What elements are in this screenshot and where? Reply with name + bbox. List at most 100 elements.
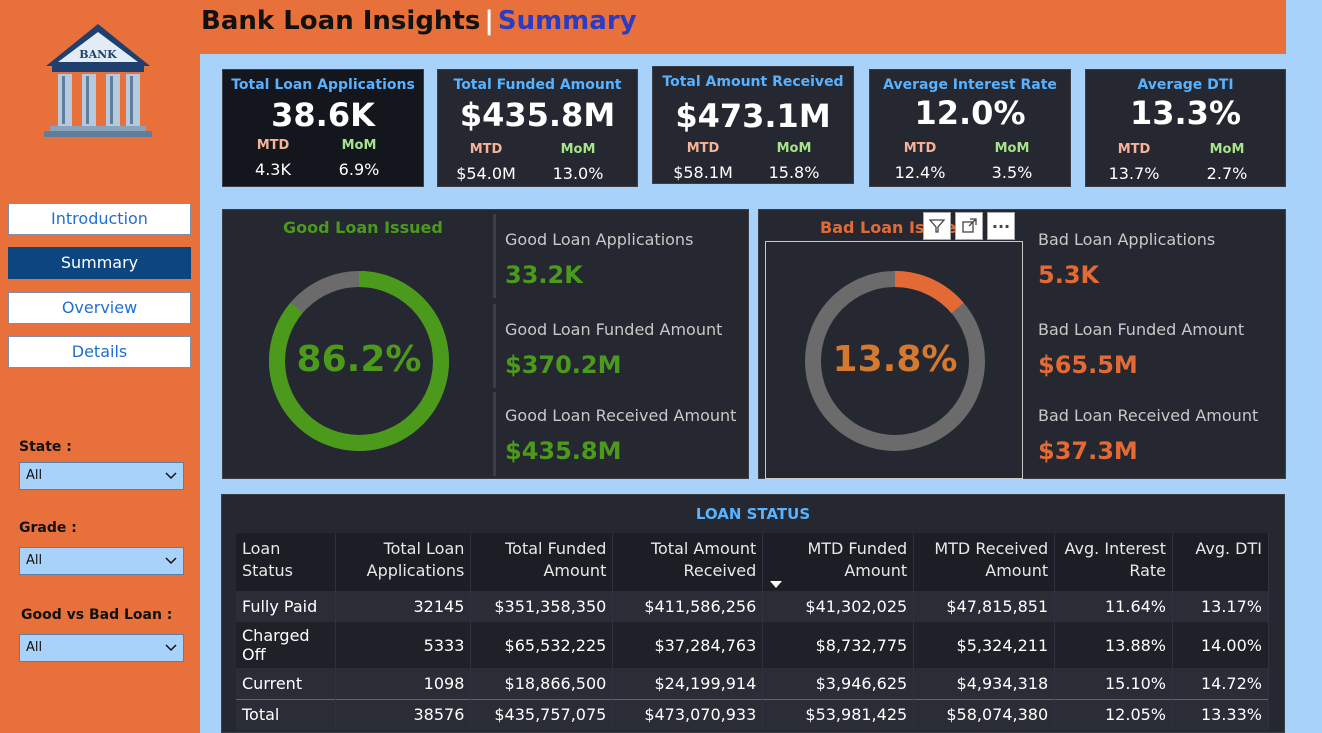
bank-logo-icon: BANK	[44, 24, 152, 137]
title-separator: |	[484, 6, 494, 36]
focus-mode-icon[interactable]	[955, 212, 983, 240]
column-header-total-loan-applications[interactable]: Total Loan Applications	[335, 533, 472, 591]
kpi-mtd-label: MTD	[686, 141, 720, 156]
metric-value: 5.3K	[1038, 261, 1100, 289]
kpi-value: 13.3%	[1129, 94, 1241, 132]
kpi-mtd-value: 4.3K	[255, 160, 291, 179]
table-row[interactable]: Charged Off 5333 $65,532,225 $37,284,763 $8,…	[236, 622, 1269, 668]
good-bad-filter-select[interactable]: All	[19, 634, 184, 662]
good-bad-filter-value: All	[26, 640, 43, 655]
bad-loan-percent: 13.8%	[832, 339, 958, 380]
column-header-loan-status[interactable]: Loan Status	[236, 533, 337, 591]
kpi-mtd-label: MTD	[256, 138, 290, 153]
metric-label: Good Loan Received Amount	[505, 406, 737, 425]
metric-value: $435.8M	[505, 437, 622, 465]
kpi-mtd-value: $58.1M	[673, 163, 733, 182]
kpi-average-dti[interactable]: Average DTI 13.3% MTD MoM 13.7% 2.7%	[1085, 69, 1286, 187]
good-loan-applications: Good Loan Applications 33.2K	[493, 214, 693, 298]
good-loan-title: Good Loan Issued	[283, 218, 443, 237]
loan-status-table: Loan Status Total Loan Applications Total…	[236, 533, 1269, 730]
kpi-title: Total Loan Applications	[231, 77, 415, 93]
metric-label: Good Loan Applications	[505, 230, 694, 249]
chevron-down-icon	[165, 644, 177, 652]
sidebar-edge	[197, 54, 200, 733]
right-edge	[1286, 0, 1322, 733]
nav-introduction[interactable]: Introduction	[8, 203, 191, 235]
table-header-row: Loan Status Total Loan Applications Total…	[236, 533, 1269, 591]
kpi-mom-label: MoM	[994, 141, 1030, 156]
metric-value: $370.2M	[505, 351, 622, 379]
column-header-avg-dti[interactable]: Avg. DTI	[1172, 533, 1269, 591]
nav-details[interactable]: Details	[8, 336, 191, 368]
kpi-mtd-label: MTD	[1117, 142, 1151, 157]
title-page: Summary	[497, 6, 637, 36]
column-header-mtd-funded-amount[interactable]: MTD Funded Amount	[762, 533, 915, 591]
bad-loan-panel[interactable]: Bad Loan Issued 13.8% Bad Loan Applicati…	[758, 209, 1286, 479]
column-header-total-funded-amount[interactable]: Total Funded Amount	[470, 533, 614, 591]
selected-visual-outline	[765, 241, 1023, 479]
kpi-mom-value: 6.9%	[338, 160, 380, 179]
title-main: Bank Loan Insights	[201, 6, 481, 36]
kpi-value: $435.8M	[459, 96, 616, 134]
kpi-mtd-value: 13.7%	[1108, 164, 1160, 183]
kpi-title: Average DTI	[1137, 77, 1234, 93]
loan-status-title: LOAN STATUS	[695, 505, 811, 523]
page-title: Bank Loan Insights | Summary	[201, 6, 637, 36]
metric-value: 33.2K	[505, 261, 583, 289]
kpi-mtd-value: $54.0M	[456, 164, 516, 183]
metric-label: Bad Loan Applications	[1038, 230, 1216, 249]
kpi-value: $473.1M	[675, 97, 831, 135]
good-loan-received-amount: Good Loan Received Amount $435.8M	[493, 392, 736, 476]
kpi-value: 38.6K	[271, 96, 375, 134]
table-row[interactable]: Current 1098 $18,866,500 $24,199,914 $3,946,…	[236, 668, 1269, 699]
kpi-average-interest-rate[interactable]: Average Interest Rate 12.0% MTD MoM 12.4…	[869, 69, 1071, 187]
state-filter-select[interactable]: All	[19, 462, 184, 490]
metric-value: $37.3M	[1038, 437, 1138, 465]
kpi-mom-label: MoM	[1209, 142, 1245, 157]
table-row[interactable]: Fully Paid 32145 $351,358,350 $411,586,256 $…	[236, 591, 1269, 622]
chevron-down-icon	[165, 472, 177, 480]
nav-summary[interactable]: Summary	[8, 247, 191, 279]
good-loan-percent: 86.2%	[296, 339, 422, 380]
metric-label: Good Loan Funded Amount	[505, 320, 723, 339]
chevron-down-icon	[165, 557, 177, 565]
kpi-title: Total Funded Amount	[453, 77, 622, 93]
filter-icon[interactable]	[923, 212, 951, 240]
header-bar: Bank Loan Insights | Summary	[197, 0, 1286, 54]
good-bad-filter-label: Good vs Bad Loan :	[21, 607, 173, 623]
state-filter-label: State :	[19, 439, 72, 455]
column-header-avg-interest-rate[interactable]: Avg. Interest Rate	[1054, 533, 1174, 591]
grade-filter-select[interactable]: All	[19, 547, 184, 575]
bad-loan-funded-amount: Bad Loan Funded Amount $65.5M	[1029, 304, 1244, 388]
grade-filter-label: Grade :	[19, 520, 77, 536]
metric-value: $65.5M	[1038, 351, 1138, 379]
sort-descending-icon[interactable]	[770, 581, 782, 588]
kpi-title: Average Interest Rate	[883, 77, 1057, 93]
kpi-total-amount-received[interactable]: Total Amount Received $473.1M MTD MoM $5…	[652, 66, 854, 184]
bad-loan-applications: Bad Loan Applications 5.3K	[1029, 214, 1215, 298]
kpi-mtd-value: 12.4%	[894, 163, 946, 182]
kpi-mom-value: 13.0%	[552, 164, 604, 183]
good-loan-panel[interactable]: Good Loan Issued 86.2% Good Loan Applica…	[222, 209, 749, 479]
kpi-mom-value: 15.8%	[768, 163, 820, 182]
kpi-total-funded-amount[interactable]: Total Funded Amount $435.8M MTD MoM $54.…	[437, 69, 638, 187]
column-header-total-amount-received[interactable]: Total Amount Received	[612, 533, 764, 591]
good-loan-funded-amount: Good Loan Funded Amount $370.2M	[493, 304, 722, 388]
kpi-mom-value: 2.7%	[1206, 164, 1248, 183]
kpi-total-loan-applications[interactable]: Total Loan Applications 38.6K MTD MoM 4.…	[222, 69, 424, 187]
kpi-mtd-label: MTD	[903, 141, 937, 156]
more-options-icon[interactable]: ···	[987, 212, 1015, 240]
column-header-mtd-received-amount[interactable]: MTD Received Amount	[913, 533, 1056, 591]
kpi-mom-label: MoM	[341, 138, 377, 153]
kpi-mom-label: MoM	[776, 141, 812, 156]
visual-header-toolbar: ···	[923, 212, 1015, 240]
good-loan-donut	[269, 271, 449, 451]
bad-loan-donut-arc	[805, 271, 985, 451]
kpi-title: Total Amount Received	[662, 74, 844, 90]
state-filter-value: All	[26, 468, 43, 483]
bad-loan-received-amount: Bad Loan Received Amount $37.3M	[1029, 392, 1258, 476]
loan-status-panel: LOAN STATUS Loan Status Total Loan Applic…	[221, 494, 1285, 733]
grade-filter-value: All	[26, 553, 43, 568]
kpi-mtd-label: MTD	[469, 142, 503, 157]
nav-overview[interactable]: Overview	[8, 292, 191, 324]
